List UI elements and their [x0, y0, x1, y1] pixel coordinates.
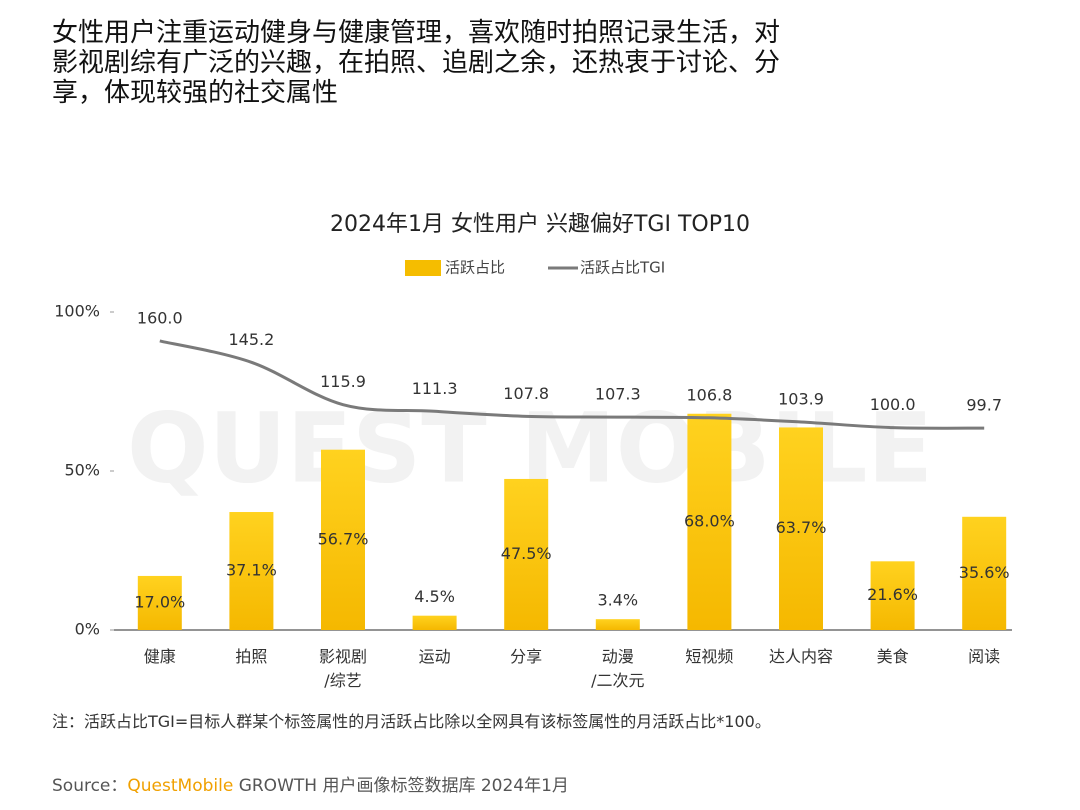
heading: 女性用户注重运动健身与健康管理，喜欢随时拍照记录生活，对 影视剧综有广泛的兴趣，在… [52, 18, 780, 108]
bar [870, 561, 915, 630]
bar [595, 619, 640, 630]
heading-line: 女性用户注重运动健身与健康管理，喜欢随时拍照记录生活，对 [52, 18, 781, 48]
chart-title: 2024年1月 女性用户 兴趣偏好TGI TOP10 [330, 212, 750, 237]
heading-line: 享，体现较强的社交属性 [52, 78, 339, 108]
line-value-label: 160.0 [137, 308, 183, 327]
bar-value-label: 21.6% [867, 585, 918, 604]
bar-value-label: 3.4% [597, 591, 638, 610]
source-text: GROWTH 用户画像标签数据库 2024年1月 [233, 776, 569, 796]
bar [779, 427, 823, 630]
x-tick-label: 拍照 [235, 647, 268, 666]
bar [504, 478, 549, 630]
bar [687, 413, 732, 630]
source-label: Source： [52, 776, 128, 796]
line-value-label: 111.3 [412, 379, 458, 398]
bar [412, 615, 457, 630]
x-tick-label: 影视剧 /综艺 [318, 647, 367, 690]
x-tick-label: 短视频 [685, 647, 734, 666]
line-value-label: 99.7 [966, 396, 1002, 415]
source-brand: QuestMobile [127, 776, 234, 796]
x-tick-label: 美食 [876, 647, 909, 666]
bar-value-label: 17.0% [134, 592, 185, 611]
y-tick-label: 0% [75, 620, 100, 639]
x-tick-label: 健康 [143, 647, 176, 666]
legend-label: 活跃占比 [445, 259, 505, 277]
line-value-label: 107.3 [595, 385, 641, 404]
bar [229, 512, 274, 630]
bar [962, 516, 1007, 630]
bar-value-label: 37.1% [226, 561, 277, 580]
x-tick-label: 达人内容 [768, 647, 833, 666]
source: Source：QuestMobile GROWTH 用户画像标签数据库 2024… [52, 771, 569, 796]
heading-line: 影视剧综有广泛的兴趣，在拍照、追剧之余，还热衷于讨论、分 [52, 48, 781, 78]
line-value-label: 115.9 [320, 372, 366, 391]
bar-value-label: 68.0% [684, 511, 735, 530]
line-value-label: 107.8 [503, 384, 549, 403]
legend-label: 活跃占比TGI [580, 259, 665, 277]
bar [321, 449, 365, 630]
bar-value-label: 47.5% [501, 544, 552, 563]
x-tick-label: 动漫 /二次元 [591, 647, 645, 690]
bar-value-label: 35.6% [959, 563, 1010, 582]
bar [137, 575, 182, 630]
bar-value-label: 4.5% [414, 587, 455, 606]
y-tick-label: 100% [54, 302, 100, 321]
legend-swatch [405, 260, 441, 276]
line-value-label: 100.0 [870, 395, 916, 414]
bar-value-label: 56.7% [318, 529, 369, 548]
bar-value-label: 63.7% [776, 518, 827, 537]
y-tick-label: 50% [64, 461, 100, 480]
x-tick-label: 阅读 [968, 647, 1001, 666]
line-value-label: 106.8 [686, 385, 732, 404]
note: 注：活跃占比TGI=目标人群某个标签属性的月活跃占比除以全网具有该标签属性的月活… [52, 712, 771, 731]
x-tick-label: 运动 [418, 647, 451, 666]
tgi-line [159, 339, 985, 430]
line-value-label: 145.2 [228, 330, 274, 349]
line-value-label: 103.9 [778, 389, 824, 408]
x-tick-label: 分享 [510, 647, 543, 666]
